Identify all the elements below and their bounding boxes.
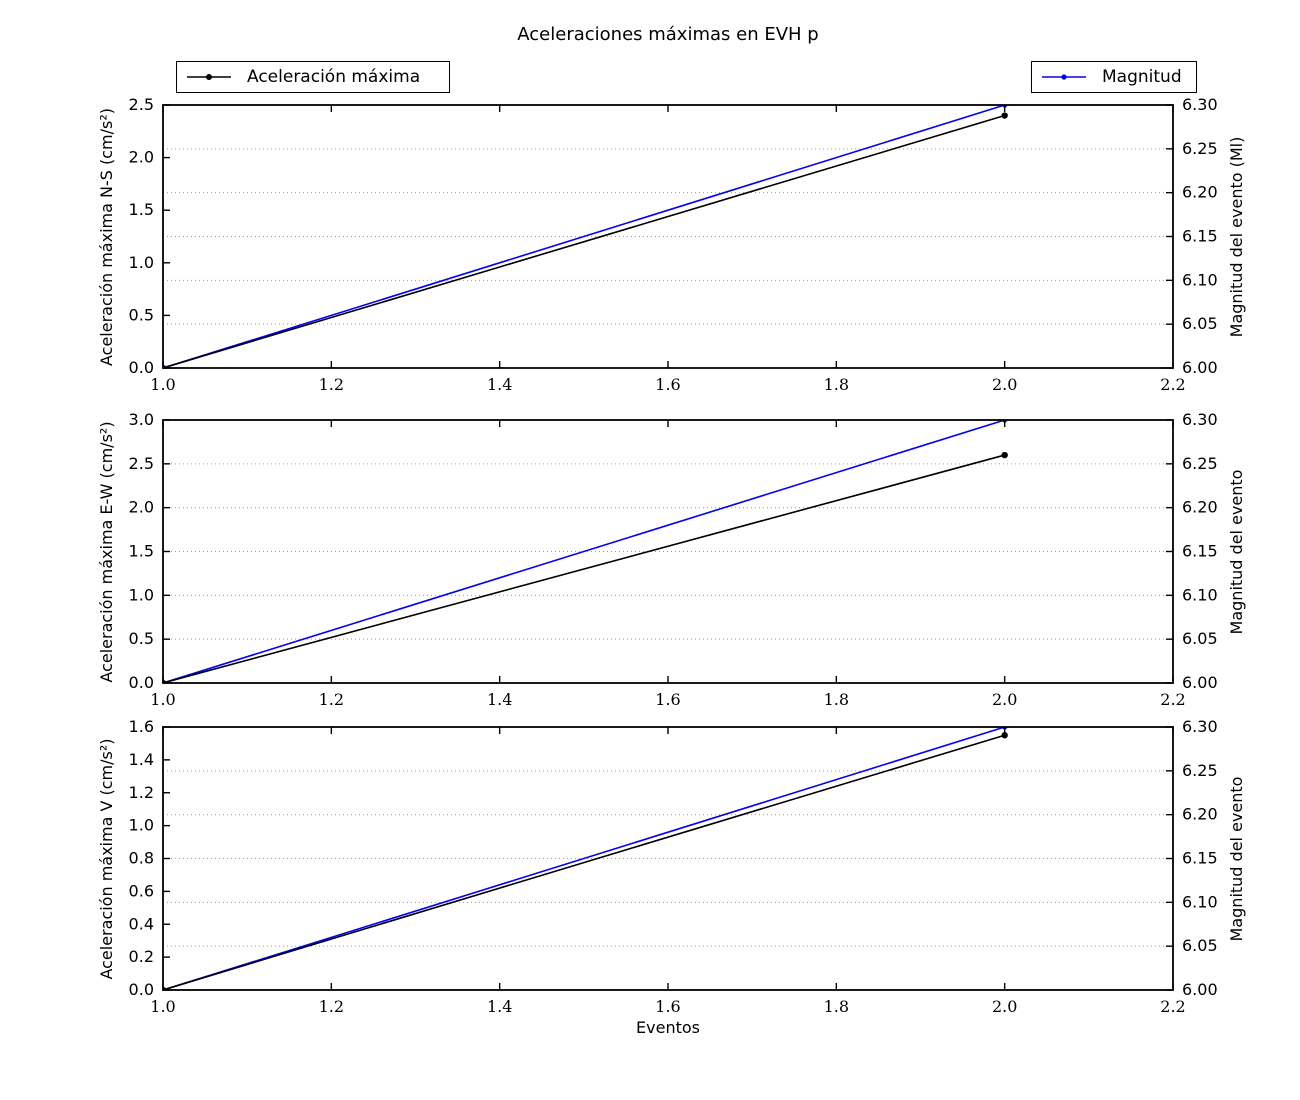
left-tick-label: 0.4 [129, 914, 154, 933]
acceleration-line [163, 454, 1005, 683]
legend-acceleration: Aceleración máxima [176, 61, 450, 93]
x-tick-label: 1.8 [824, 690, 849, 709]
acceleration-point [1001, 451, 1008, 459]
legend-line-sample-blue [1042, 74, 1086, 80]
right-tick-label: 6.20 [1182, 498, 1218, 517]
x-tick-label: 1.8 [824, 375, 849, 394]
left-tick-label: 2.5 [129, 95, 154, 114]
right-tick-label: 6.25 [1182, 139, 1218, 158]
x-tick-label: 1.6 [655, 997, 680, 1016]
acceleration-point [1001, 112, 1008, 119]
left-tick-label: 2.5 [129, 454, 154, 473]
left-tick-label: 0.5 [129, 305, 154, 324]
left-tick-label: 1.0 [129, 585, 154, 604]
left-tick-label: 2.0 [129, 148, 154, 167]
x-tick-label: 1.2 [319, 375, 344, 394]
right-tick-label: 6.25 [1182, 761, 1218, 780]
left-tick-label: 1.6 [129, 717, 154, 736]
left-tick-label: 1.4 [129, 750, 154, 769]
right-tick-label: 6.10 [1182, 585, 1218, 604]
acceleration-line [163, 734, 1005, 990]
x-tick-label: 2.2 [1160, 690, 1185, 709]
left-tick-label: 1.0 [129, 253, 154, 272]
right-tick-label: 6.25 [1182, 454, 1218, 473]
ylabel-left-ns: Aceleración máxima N-S (cm/s²) [97, 107, 116, 366]
left-tick-label: 3.0 [129, 410, 154, 429]
x-tick-label: 2.0 [992, 375, 1017, 394]
right-tick-label: 6.00 [1182, 358, 1218, 377]
x-tick-label: 1.8 [824, 997, 849, 1016]
right-tick-label: 6.05 [1182, 629, 1218, 648]
legend-line-sample-black [187, 74, 231, 80]
ylabel-right-magnitud-3: Magnitud del evento [1227, 776, 1246, 941]
x-tick-label: 1.2 [319, 997, 344, 1016]
legend-magnitude: Magnitud [1031, 61, 1197, 93]
left-tick-label: 0.0 [129, 673, 154, 692]
right-tick-label: 6.30 [1182, 95, 1218, 114]
right-tick-label: 6.05 [1182, 314, 1218, 333]
magnitude-line [163, 105, 1005, 368]
left-tick-label: 0.8 [129, 849, 154, 868]
chart-title: Aceleraciones máximas en EVH p [517, 24, 819, 45]
left-tick-label: 1.0 [129, 816, 154, 835]
magnitude-line [163, 727, 1005, 990]
left-tick-label: 0.0 [129, 980, 154, 999]
left-tick-label: 0.2 [129, 947, 154, 966]
x-tick-label: 1.6 [655, 375, 680, 394]
right-tick-label: 6.10 [1182, 270, 1218, 289]
xlabel-eventos: Eventos [636, 1018, 700, 1037]
right-tick-label: 6.05 [1182, 936, 1218, 955]
left-tick-label: 0.0 [129, 358, 154, 377]
ylabel-left-ew: Aceleración máxima E-W (cm/s²) [97, 420, 116, 683]
left-tick-label: 2.0 [129, 498, 154, 517]
right-tick-label: 6.30 [1182, 717, 1218, 736]
ylabel-left-v: Aceleración máxima V (cm/s²) [97, 737, 116, 980]
x-tick-label: 2.0 [992, 997, 1017, 1016]
ylabel-right-magnitud-2: Magnitud del evento [1227, 469, 1246, 634]
magnitude-line [163, 420, 1005, 683]
right-tick-label: 6.15 [1182, 849, 1218, 868]
x-tick-label: 1.4 [487, 690, 512, 709]
left-tick-label: 1.2 [129, 783, 154, 802]
x-tick-label: 1.2 [319, 690, 344, 709]
right-tick-label: 6.20 [1182, 805, 1218, 824]
x-tick-label: 1.0 [150, 375, 175, 394]
right-tick-label: 6.00 [1182, 673, 1218, 692]
x-tick-label: 1.6 [655, 690, 680, 709]
x-tick-label: 1.0 [150, 997, 175, 1016]
right-tick-label: 6.15 [1182, 542, 1218, 561]
x-tick-label: 1.4 [487, 375, 512, 394]
x-tick-label: 2.0 [992, 690, 1017, 709]
x-tick-label: 2.2 [1160, 375, 1185, 394]
ylabel-right-magnitud-1: Magnitud del evento (Ml) [1227, 136, 1246, 337]
right-tick-label: 6.30 [1182, 410, 1218, 429]
right-tick-label: 6.20 [1182, 183, 1218, 202]
left-tick-label: 1.5 [129, 200, 154, 219]
left-tick-label: 0.6 [129, 881, 154, 900]
x-tick-label: 1.0 [150, 690, 175, 709]
right-tick-label: 6.00 [1182, 980, 1218, 999]
x-tick-label: 1.4 [487, 997, 512, 1016]
x-tick-label: 2.2 [1160, 997, 1185, 1016]
acceleration-line [163, 114, 1005, 368]
legend-magnitude-label: Magnitud [1102, 67, 1182, 87]
left-tick-label: 1.5 [129, 542, 154, 561]
legend-acceleration-label: Aceleración máxima [247, 67, 421, 87]
left-tick-label: 0.5 [129, 629, 154, 648]
right-tick-label: 6.15 [1182, 227, 1218, 246]
right-tick-label: 6.10 [1182, 892, 1218, 911]
acceleration-point [1001, 732, 1008, 739]
